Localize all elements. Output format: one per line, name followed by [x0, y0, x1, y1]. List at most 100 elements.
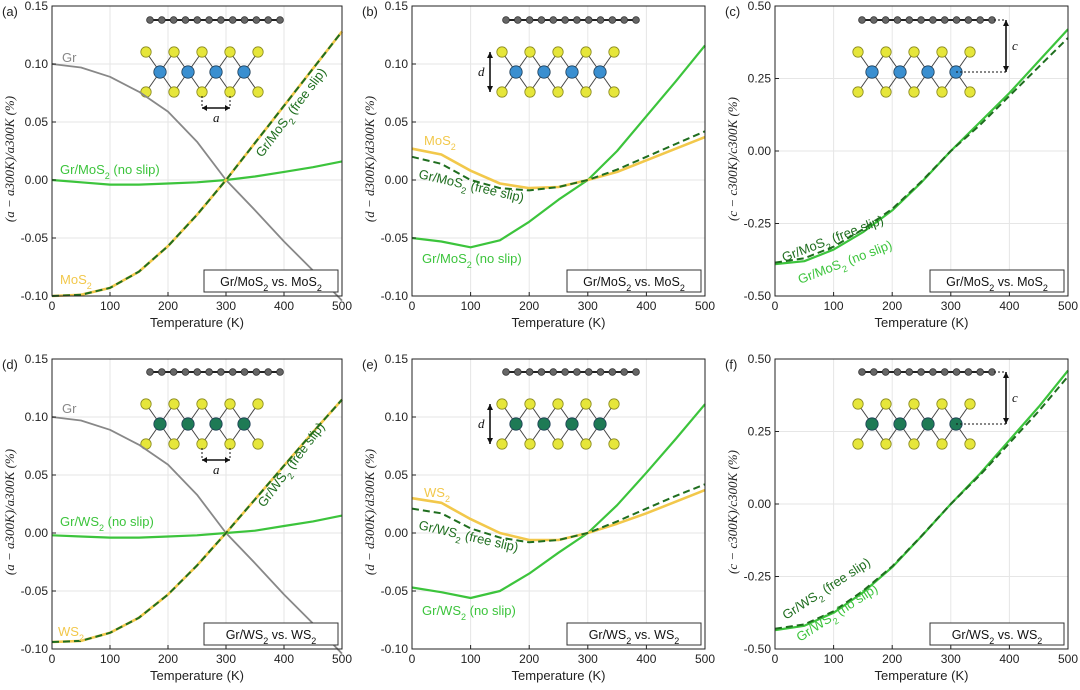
series-label: WS2	[424, 485, 450, 504]
sulfur-atom	[908, 46, 920, 58]
sulfur-atom	[140, 398, 152, 410]
y-tick-label: 0.15	[385, 0, 409, 13]
sulfur-atom	[524, 438, 536, 450]
metal-atom	[509, 417, 523, 431]
x-axis-label: Temperature (K)	[875, 668, 969, 683]
sulfur-atom	[496, 438, 508, 450]
x-tick-label: 100	[824, 299, 844, 313]
series-line-no_slip	[411, 44, 706, 249]
x-tick-label: 0	[49, 652, 56, 666]
legend-text: Gr/MoS2 vs. MoS2	[220, 275, 322, 293]
carbon-atom	[596, 16, 605, 24]
series-label: Gr/WS2 (no slip)	[422, 603, 516, 622]
carbon-atom	[169, 16, 178, 24]
x-tick-label: 200	[519, 652, 539, 666]
carbon-atom	[537, 16, 546, 24]
y-axis-label: (c − c300K)/c300K (%)	[725, 97, 740, 221]
panel-label: (f)	[725, 357, 737, 372]
x-tick-label: 300	[216, 299, 236, 313]
carbon-atom	[264, 368, 272, 376]
metal-atom	[893, 417, 907, 431]
carbon-atom	[549, 16, 558, 24]
sulfur-atom	[880, 398, 892, 410]
panel-label: (a)	[2, 4, 18, 19]
carbon-atom	[252, 368, 261, 376]
sulfur-atom	[496, 398, 508, 410]
y-tick-label: -0.05	[381, 231, 409, 245]
y-tick-label: 0.15	[25, 0, 49, 13]
carbon-atom	[964, 16, 973, 24]
legend-text: Gr/WS2 vs. WS2	[952, 628, 1043, 646]
sulfur-atom	[224, 46, 236, 58]
sulfur-atom	[252, 438, 264, 450]
carbon-atom	[549, 368, 558, 376]
y-tick-label: 0.50	[748, 352, 772, 366]
sulfur-atom	[964, 46, 976, 58]
carbon-atom	[870, 16, 878, 24]
metal-atom	[565, 65, 579, 79]
metal-atom	[921, 65, 935, 79]
sulfur-atom	[168, 398, 180, 410]
metal-atom	[153, 65, 167, 79]
carbon-atom	[181, 16, 190, 24]
series-line-bulk	[411, 488, 706, 542]
sulfur-atom	[196, 398, 208, 410]
y-tick-label: 0.00	[25, 526, 49, 540]
series-label: Gr/WS2 (free slip)	[416, 517, 519, 558]
x-tick-label: 200	[158, 652, 178, 666]
y-tick-label: 0.05	[385, 468, 409, 482]
sulfur-atom	[224, 438, 236, 450]
series-line-gr	[51, 63, 343, 302]
metal-atom	[237, 417, 251, 431]
y-axis-label: (a − a300K)/a300K (%)	[2, 449, 17, 575]
legend-box	[566, 622, 702, 646]
sulfur-atom	[880, 438, 892, 450]
series-line-no_slip	[774, 28, 1069, 266]
carbon-atom	[193, 16, 202, 24]
axes-frame	[411, 5, 706, 297]
series-label: Gr/MoS2 (free slip)	[252, 65, 332, 162]
carbon-atom	[573, 368, 581, 376]
x-tick-label: 400	[636, 652, 656, 666]
metal-atom	[237, 65, 251, 79]
x-axis-label: Temperature (K)	[875, 315, 969, 330]
carbon-atom	[561, 368, 569, 376]
x-axis-label: Temperature (K)	[512, 315, 606, 330]
legend-box	[929, 622, 1065, 646]
y-tick-label: 0.00	[385, 173, 409, 187]
metal-atom	[921, 417, 935, 431]
sulfur-atom	[964, 438, 976, 450]
carbon-atom	[228, 368, 237, 376]
y-tick-label: -0.10	[21, 642, 49, 656]
carbon-atom	[893, 368, 902, 376]
sulfur-atom	[852, 438, 864, 450]
metal-atom	[153, 417, 167, 431]
sulfur-atom	[908, 86, 920, 98]
y-tick-label: -0.05	[381, 584, 409, 598]
y-tick-label: -0.10	[381, 289, 409, 303]
carbon-atom	[205, 16, 213, 24]
legend-box	[203, 622, 339, 646]
carbon-atom	[881, 368, 890, 376]
carbon-atom	[252, 16, 261, 24]
y-tick-label: 0.15	[385, 352, 409, 366]
carbon-atom	[158, 16, 166, 24]
carbon-atom	[870, 368, 878, 376]
axes-frame	[411, 358, 706, 650]
x-axis-label: Temperature (K)	[512, 668, 606, 683]
carbon-atom	[905, 16, 914, 24]
carbon-atom	[881, 16, 890, 24]
sulfur-atom	[608, 46, 620, 58]
dim-arrowhead	[1003, 20, 1009, 72]
carbon-atom	[573, 16, 581, 24]
y-tick-label: 0.05	[385, 115, 409, 129]
legend-text: Gr/WS2 vs. WS2	[589, 628, 680, 646]
metal-atom	[593, 417, 607, 431]
sulfur-atom	[252, 398, 264, 410]
x-tick-label: 500	[695, 652, 715, 666]
series-label: Gr/MoS2 (no slip)	[60, 162, 160, 181]
carbon-atom	[929, 368, 937, 376]
sulfur-atom	[852, 86, 864, 98]
axes-frame	[51, 358, 343, 650]
